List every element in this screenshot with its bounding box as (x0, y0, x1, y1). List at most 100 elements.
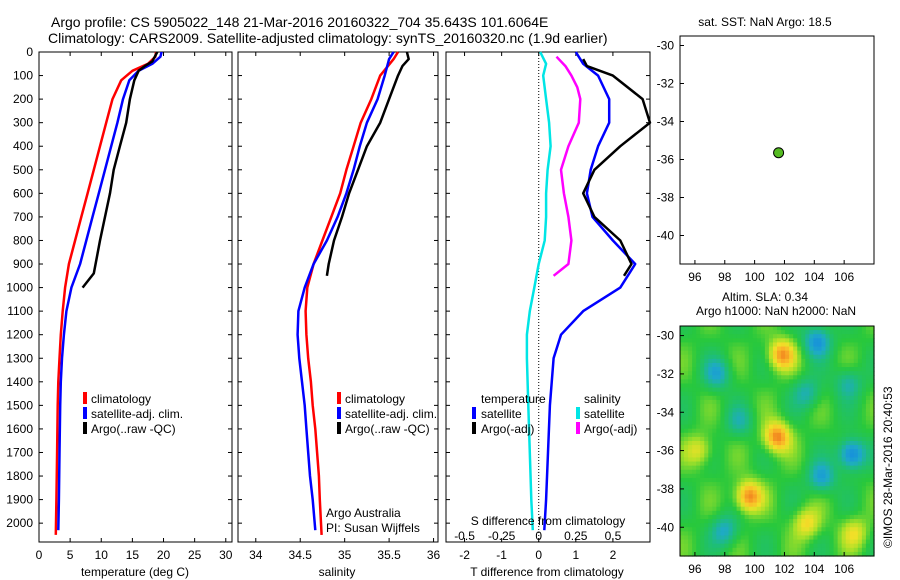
heatmap-cell (688, 465, 693, 471)
heatmap-cell (849, 358, 855, 364)
heatmap-cell (789, 371, 794, 376)
heatmap-cell (748, 408, 754, 413)
heatmap-cell (716, 436, 722, 442)
heatmap-cell (861, 342, 867, 348)
sst-map-axes: 96 98 100 102 104 106-30-32-34-36-38-40 (657, 39, 855, 285)
heatmap-cell (764, 428, 770, 434)
heatmap-cell (841, 358, 847, 364)
heatmap-cell (853, 404, 859, 409)
heatmap-cell (772, 367, 778, 372)
heatmap-cell (760, 379, 766, 385)
heatmap-cell (861, 432, 867, 438)
heatmap-cell (793, 482, 798, 487)
heatmap-cell (752, 457, 758, 463)
heatmap-cell (708, 420, 713, 426)
heatmap-cell (704, 354, 709, 360)
heatmap-cell (813, 391, 819, 397)
heatmap-cell (704, 346, 709, 352)
heatmap-cell (829, 334, 835, 339)
heatmap-cell (809, 498, 814, 504)
heatmap-cell (756, 547, 762, 553)
heatmap-cell (829, 457, 835, 463)
heatmap-cell (764, 543, 770, 549)
heatmap-cell (744, 445, 750, 450)
heatmap-cell (688, 519, 693, 524)
heatmap-cell (764, 490, 770, 495)
heatmap-cell (708, 543, 713, 549)
heatmap-cell (781, 473, 786, 479)
heatmap-cell (793, 502, 798, 508)
heatmap-cell (696, 547, 701, 553)
heatmap-cell (736, 330, 742, 335)
heatmap-cell (845, 473, 851, 479)
heatmap-cell (712, 346, 717, 352)
heatmap-cell (861, 457, 867, 463)
heatmap-cell (760, 486, 766, 491)
heatmap-cell (869, 514, 875, 520)
heatmap-cell (801, 469, 806, 475)
heatmap-cell (781, 514, 786, 520)
heatmap-cell (853, 494, 859, 500)
heatmap-cell (700, 514, 705, 520)
heatmap-cell (712, 350, 717, 356)
heatmap-cell (801, 498, 806, 504)
heatmap-cell (744, 486, 750, 491)
heatmap-cell (724, 404, 730, 409)
heatmap-cell (720, 453, 726, 459)
heatmap-cell (861, 510, 867, 516)
heatmap-cell (704, 510, 709, 516)
heatmap-cell (857, 498, 863, 504)
heatmap-cell (801, 362, 806, 368)
heatmap-cell (680, 395, 685, 401)
heatmap-cell (797, 494, 802, 500)
x-tick-label: 15 (126, 548, 140, 562)
heatmap-cell (789, 416, 794, 422)
heatmap-cell (700, 494, 705, 500)
heatmap-cell (789, 494, 794, 500)
heatmap-cell (809, 330, 814, 335)
heatmap-cell (748, 354, 754, 360)
heatmap-cell (781, 432, 786, 438)
heatmap-cell (809, 338, 814, 344)
heatmap-cell (680, 535, 685, 541)
heatmap-cell (869, 453, 875, 459)
heatmap-cell (696, 362, 701, 368)
heatmap-cell (829, 527, 835, 532)
x2-tick-label: -0.5 (454, 529, 475, 543)
heatmap-cell (760, 506, 766, 512)
heatmap-cell (724, 527, 730, 532)
heatmap-cell (821, 399, 827, 405)
heatmap-cell (748, 453, 754, 459)
heatmap-cell (797, 469, 802, 475)
heatmap-cell (825, 494, 831, 500)
heatmap-cell (748, 379, 754, 385)
heatmap-cell (724, 441, 730, 446)
heatmap-cell (680, 531, 685, 537)
heatmap-cell (849, 436, 855, 442)
heatmap-cell (756, 367, 762, 372)
heatmap-cell (720, 490, 726, 495)
heatmap-cell (781, 416, 786, 422)
heatmap-cell (853, 354, 859, 360)
heatmap-cell (849, 395, 855, 401)
heatmap-cell (760, 428, 766, 434)
heatmap-cell (764, 354, 770, 360)
heatmap-cell (777, 326, 782, 331)
heatmap-cell (813, 535, 819, 541)
heatmap-cell (817, 424, 823, 430)
heatmap-cell (809, 477, 814, 483)
heatmap-cell (756, 543, 762, 549)
heatmap-cell (768, 371, 774, 376)
heatmap-cell (684, 465, 689, 471)
heatmap-cell (833, 551, 839, 557)
heatmap-cell (704, 375, 709, 380)
heatmap-cell (805, 547, 810, 553)
argo-position-marker (773, 147, 785, 159)
heatmap-cell (768, 408, 774, 413)
heatmap-cell (861, 391, 867, 397)
heatmap-cell (853, 486, 859, 491)
legend-swatch-sal-satellite (576, 407, 580, 419)
heatmap-cell (837, 379, 843, 385)
heatmap-cell (736, 408, 742, 413)
heatmap-cell (724, 367, 730, 372)
